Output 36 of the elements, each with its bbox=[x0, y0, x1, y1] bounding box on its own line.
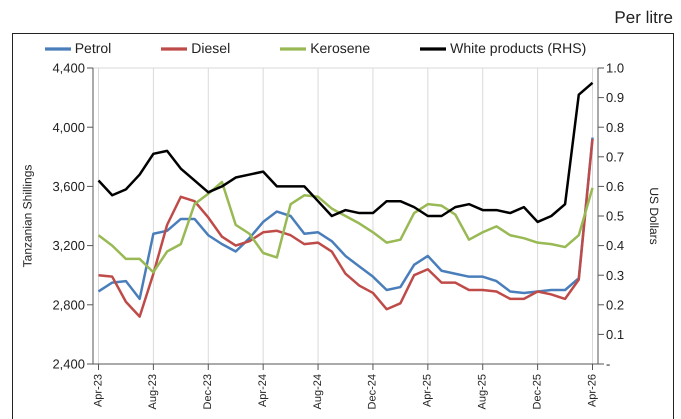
y2-tick-label: 0.1 bbox=[606, 327, 624, 342]
y2-tick-label: 0.8 bbox=[606, 120, 624, 135]
legend-label: Diesel bbox=[191, 40, 230, 56]
x-tick-label: Aug-24 bbox=[312, 374, 324, 410]
x-tick-label: Apr-24 bbox=[256, 374, 269, 408]
y-tick-label: 2,400 bbox=[52, 356, 85, 372]
x-tick-label: Dec-25 bbox=[531, 374, 544, 410]
legend-label: White products (RHS) bbox=[450, 40, 586, 56]
y-tick-label: 2,800 bbox=[52, 297, 85, 312]
y-tick-label: 4,400 bbox=[52, 60, 85, 76]
x-tick-label: Apr-26 bbox=[586, 374, 598, 408]
y2-tick-label: 0.3 bbox=[606, 268, 624, 283]
legend-label: Petrol bbox=[74, 40, 112, 56]
line-series bbox=[97, 82, 594, 224]
y-tick-label: 3,600 bbox=[52, 179, 85, 194]
x-tick-label: Apr-25 bbox=[422, 374, 434, 408]
y2-axis-title: US Dollars bbox=[646, 187, 661, 245]
y2-tick-label: 0.9 bbox=[606, 90, 624, 106]
y2-tick-label: - bbox=[606, 356, 610, 372]
x-tick-label: Aug-23 bbox=[147, 374, 160, 410]
y-tick-label: 4,000 bbox=[52, 120, 85, 135]
x-tick-label: Dec-24 bbox=[366, 374, 379, 410]
x-tick-label: Aug-25 bbox=[476, 374, 489, 410]
legend-label: Kerosene bbox=[310, 40, 370, 56]
x-tick-label: Dec-23 bbox=[202, 374, 214, 410]
y2-tick-label: 0.6 bbox=[606, 179, 624, 194]
y2-tick-label: 0.4 bbox=[606, 238, 624, 254]
x-tick-label: Apr-23 bbox=[92, 374, 104, 408]
y2-tick-label: 0.7 bbox=[606, 149, 624, 164]
y2-tick-label: 0.5 bbox=[606, 208, 624, 224]
line-series bbox=[97, 180, 594, 274]
y-tick-label: 3,200 bbox=[52, 238, 85, 254]
y-axis-title: Tanzanian Shillings bbox=[20, 164, 34, 268]
text: Per litre bbox=[614, 8, 673, 28]
y2-tick-label: 1.0 bbox=[606, 60, 624, 76]
y2-tick-label: 0.2 bbox=[606, 297, 624, 312]
